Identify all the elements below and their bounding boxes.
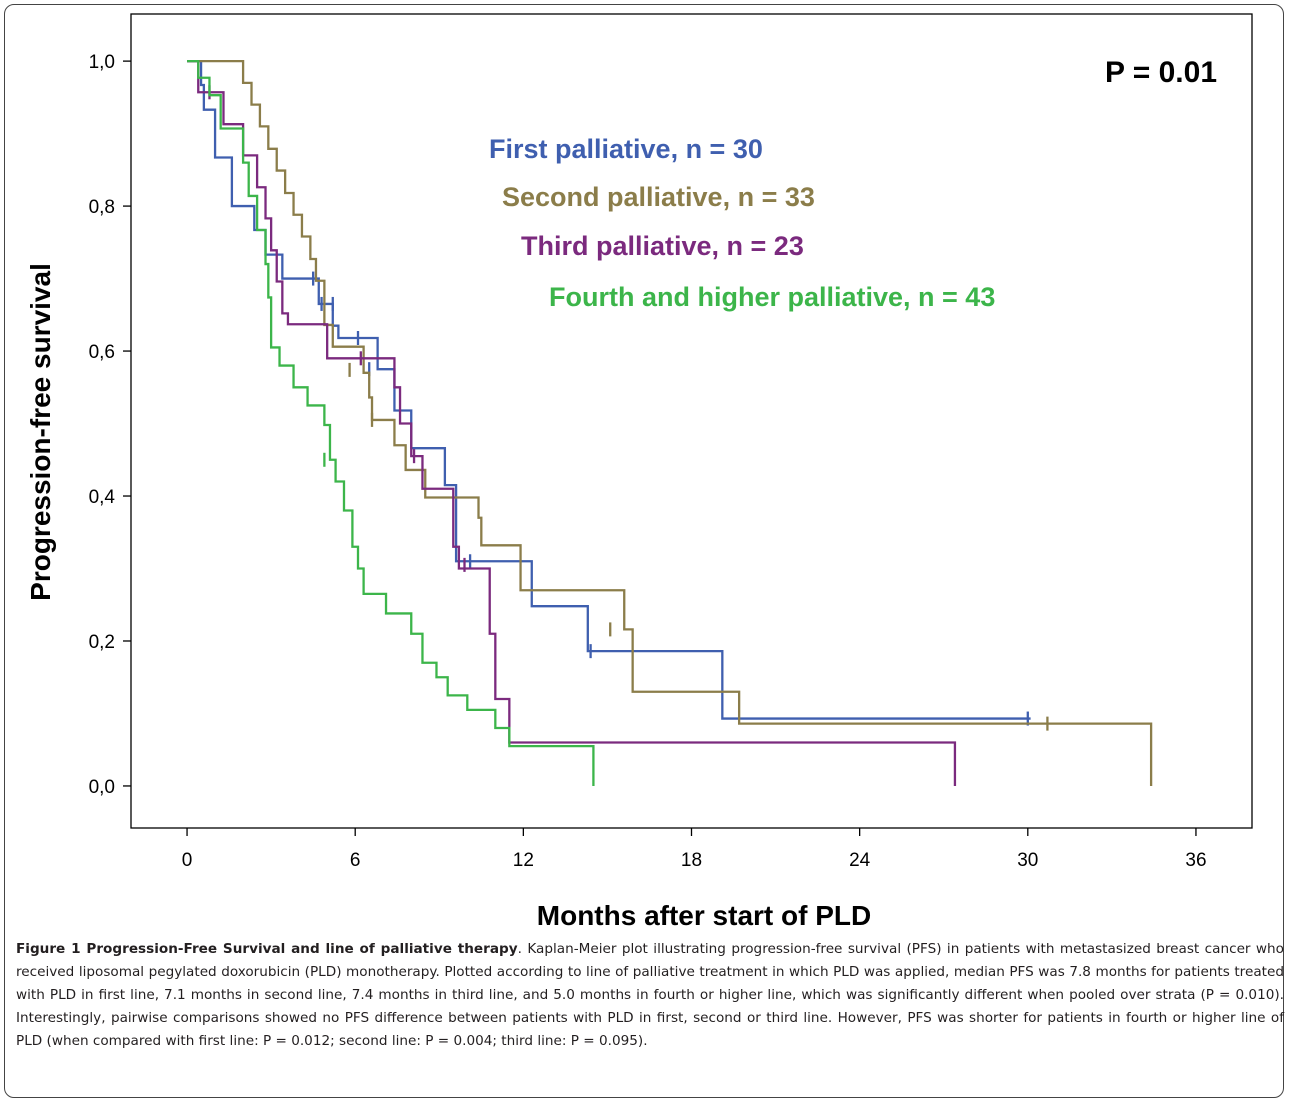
x-tick-label: 36 [1185, 850, 1206, 871]
x-tick-label: 6 [350, 850, 361, 871]
survival-curve [187, 59, 957, 786]
x-axis: 0 6 12 18 24 30 36 [182, 828, 1207, 871]
y-tick-label: 0,4 [89, 487, 116, 508]
kaplan-meier-chart: 0,0 0,2 0,4 0,6 0,8 1,0 0 6 12 18 24 30 36 Progress… [25, 13, 1253, 930]
y-tick-label: 0,0 [89, 777, 115, 798]
legend-label-fourth: Fourth and higher palliative, n = 43 [549, 282, 995, 312]
y-tick-label: 0,6 [89, 342, 115, 363]
y-axis: 0,0 0,2 0,4 0,6 0,8 1,0 [89, 52, 131, 798]
series-layer [187, 59, 1153, 786]
caption-text: . Kaplan-Meier plot illustrating progres… [16, 941, 1284, 1049]
x-tick-label: 12 [513, 850, 534, 871]
legend: First palliative, n = 30 Second palliati… [489, 134, 995, 312]
x-tick-label: 0 [182, 850, 193, 871]
y-tick-label: 0,8 [89, 197, 115, 218]
series-2 [187, 59, 1153, 786]
x-axis-label: Months after start of PLD [537, 900, 871, 930]
series-3 [187, 59, 957, 786]
y-tick-label: 1,0 [89, 52, 115, 73]
legend-label-third: Third palliative, n = 23 [521, 231, 804, 261]
x-tick-label: 24 [849, 850, 871, 871]
survival-curve [187, 59, 595, 786]
series-4 [187, 59, 595, 786]
x-tick-label: 18 [681, 850, 702, 871]
p-value-annotation: P = 0.01 [1105, 56, 1217, 89]
caption-title: Figure 1 Progression-Free Survival and l… [16, 941, 518, 957]
y-axis-label: Progression-free survival [25, 263, 56, 601]
figure-caption: Figure 1 Progression-Free Survival and l… [16, 938, 1284, 1053]
figure-frame [4, 4, 1284, 1098]
y-tick-label: 0,2 [89, 632, 115, 653]
survival-curve [187, 59, 1153, 786]
legend-label-second: Second palliative, n = 33 [502, 182, 815, 212]
x-tick-label: 30 [1017, 850, 1038, 871]
legend-label-first: First palliative, n = 30 [489, 134, 763, 164]
